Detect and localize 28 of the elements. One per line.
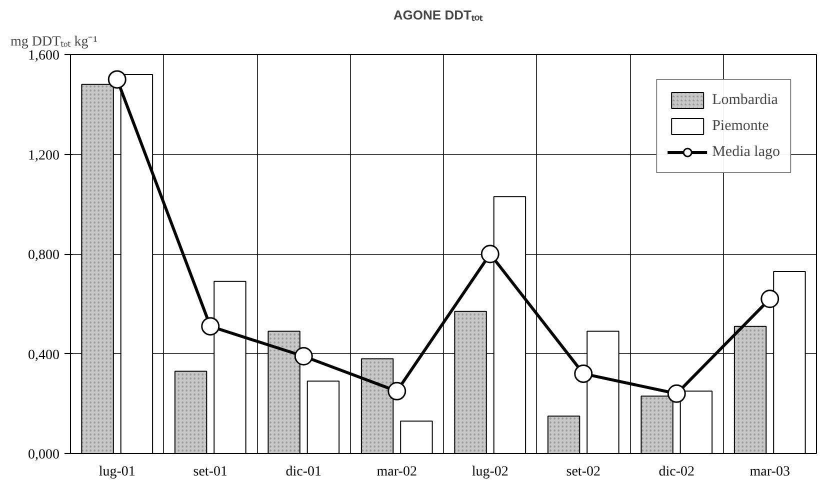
point: [574, 364, 593, 383]
x-tick-label: mar-02: [376, 464, 417, 480]
x-tick-label: dic-02: [658, 464, 695, 480]
point: [760, 290, 780, 308]
y-tick-label: 0,000: [28, 448, 60, 462]
y-axis-title: mg DDTₜₒₜ kg⁻¹: [10, 34, 98, 50]
legend-label: Piemonte: [712, 118, 769, 134]
x-tick-label: set-01: [193, 464, 228, 480]
x-tick-label: dic-01: [286, 464, 322, 480]
x-tick-label: set-02: [566, 464, 600, 480]
point: [108, 70, 126, 89]
bar: [400, 420, 433, 454]
point: [201, 317, 220, 336]
point: [294, 347, 313, 366]
bar: [306, 380, 340, 454]
x-tick-label: lug-01: [98, 464, 136, 480]
chart-title: AGONE DDTₜₒₜ: [393, 8, 484, 22]
x-tick-label: mar-03: [750, 464, 790, 480]
point: [480, 244, 500, 264]
legend-label: Media lago: [712, 144, 780, 160]
y-tick-label: 0,400: [28, 348, 60, 363]
legend-label: Lombardia: [712, 92, 778, 108]
y-tick-label: 1,600: [28, 48, 60, 64]
y-tick-label: 0,800: [28, 248, 60, 263]
y-tick-label: 1,200: [28, 148, 60, 164]
point: [388, 382, 406, 400]
point: [667, 384, 686, 403]
x-tick-label: lug-02: [472, 464, 508, 480]
